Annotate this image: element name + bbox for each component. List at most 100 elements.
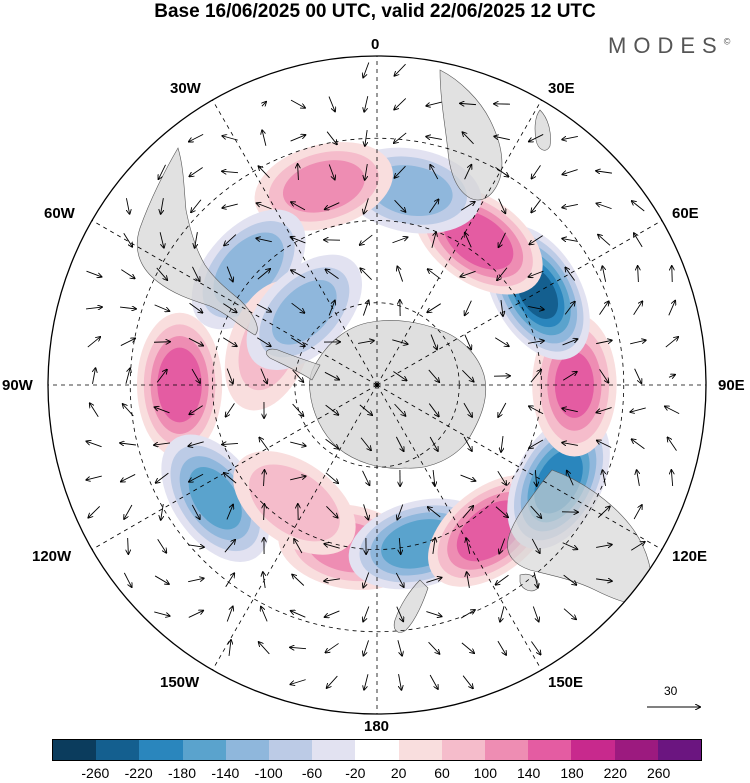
wind-vector — [258, 166, 270, 179]
land-masses — [136, 69, 652, 633]
wind-vector — [86, 475, 102, 480]
modes-logo-mark: © — [723, 36, 731, 47]
wind-vector — [460, 103, 477, 104]
wind-vector — [188, 545, 204, 547]
wind-vector — [87, 337, 100, 348]
wind-vector — [562, 408, 578, 413]
wind-vector — [86, 270, 102, 277]
wind-vector — [596, 171, 612, 173]
wind-vector — [399, 537, 400, 554]
wind-vector — [392, 237, 407, 244]
wind-vector — [157, 539, 167, 552]
wind-vector — [325, 643, 339, 652]
wind-vector — [433, 469, 435, 486]
colorbar-cell — [355, 740, 399, 760]
meridian-330 — [212, 99, 378, 386]
anom-pos-south-atlantic — [254, 142, 393, 231]
wind-vector — [188, 337, 203, 345]
wind-vector — [290, 99, 305, 108]
wind-vector — [529, 270, 544, 277]
wind-vector — [290, 337, 305, 347]
wind-vector — [325, 438, 339, 449]
colorbar-cell — [139, 740, 183, 760]
colorbar-cell — [53, 740, 97, 760]
colorbar-cell — [269, 740, 313, 760]
wind-vector — [431, 232, 436, 248]
wind-vector — [123, 232, 132, 247]
wind-vector — [156, 267, 167, 280]
wind-vector — [500, 606, 505, 621]
wind-vector — [668, 301, 675, 316]
wind-vector — [159, 232, 164, 248]
wind-vector — [123, 404, 134, 417]
wind-vector — [192, 266, 199, 281]
wind-vector — [325, 269, 339, 279]
latitude-circle-2 — [129, 137, 625, 633]
wind-vector — [88, 506, 101, 517]
colorbar-cell — [398, 740, 442, 760]
wind-vector — [428, 403, 439, 417]
wind-vector — [188, 611, 203, 618]
wind-vector — [633, 505, 642, 520]
wind-vector — [602, 266, 607, 282]
wind-vector — [359, 404, 372, 415]
south-america — [136, 147, 258, 336]
wind-vector — [364, 198, 369, 213]
wind-vector — [121, 474, 136, 481]
wind-vector — [262, 130, 267, 146]
wind-vector — [328, 164, 335, 179]
wind-vector — [191, 199, 202, 213]
wind-vector — [428, 507, 441, 518]
lon-label-30e: 30E — [548, 80, 575, 97]
wind-vector — [225, 573, 235, 588]
wind-vector — [461, 642, 474, 653]
wind-vector — [290, 476, 306, 481]
wind-vector — [291, 202, 306, 211]
lon-label-150w: 150W — [160, 674, 200, 691]
wind-vector — [291, 270, 306, 279]
wind-vector — [634, 233, 643, 248]
wind-vector — [291, 611, 306, 618]
wind-vector — [394, 132, 407, 143]
wind-vector — [324, 544, 340, 549]
wind-vector — [362, 470, 370, 485]
colorbar-tick-label: -20 — [345, 765, 366, 781]
wind-vector — [535, 469, 536, 486]
wind-vector — [496, 574, 509, 584]
colorbar-tick-label: 140 — [516, 765, 541, 781]
wind-vector — [161, 198, 164, 214]
anom-pos-southeast-pacific-contour-3 — [157, 347, 202, 423]
wind-vector — [562, 169, 578, 175]
wind-vector — [427, 303, 441, 313]
wind-vector — [229, 640, 231, 656]
wind-vector — [596, 340, 612, 345]
wind-vector — [325, 202, 340, 210]
wind-vector — [665, 406, 680, 414]
wind-vector — [462, 370, 473, 381]
anom-neg-pacific-central-contour-3 — [188, 466, 242, 530]
wind-vector — [124, 504, 133, 519]
wind-vector — [298, 164, 299, 181]
wind-vector — [260, 368, 267, 384]
wind-vector — [460, 610, 475, 619]
wind-vector — [325, 404, 339, 415]
lon-label-60e: 60E — [672, 205, 699, 222]
colorbar-cell — [657, 740, 702, 760]
wind-vector — [464, 334, 471, 350]
wind-vector — [364, 674, 369, 690]
wind-vector — [290, 135, 306, 142]
wind-vector — [395, 572, 403, 587]
wind-vector — [633, 301, 643, 315]
wind-vector — [158, 164, 166, 179]
wind-vector — [528, 306, 544, 309]
wind-vector — [292, 575, 305, 586]
wind-vector — [665, 337, 678, 348]
wind-vector — [226, 266, 233, 282]
wind-vector — [562, 443, 578, 446]
meridian-30 — [376, 99, 542, 386]
wind-vector — [86, 307, 102, 309]
wind-vector — [429, 199, 438, 213]
wind-vector — [392, 339, 407, 344]
colorbar-tick-label: -180 — [167, 765, 197, 781]
wind-vector — [222, 136, 238, 141]
